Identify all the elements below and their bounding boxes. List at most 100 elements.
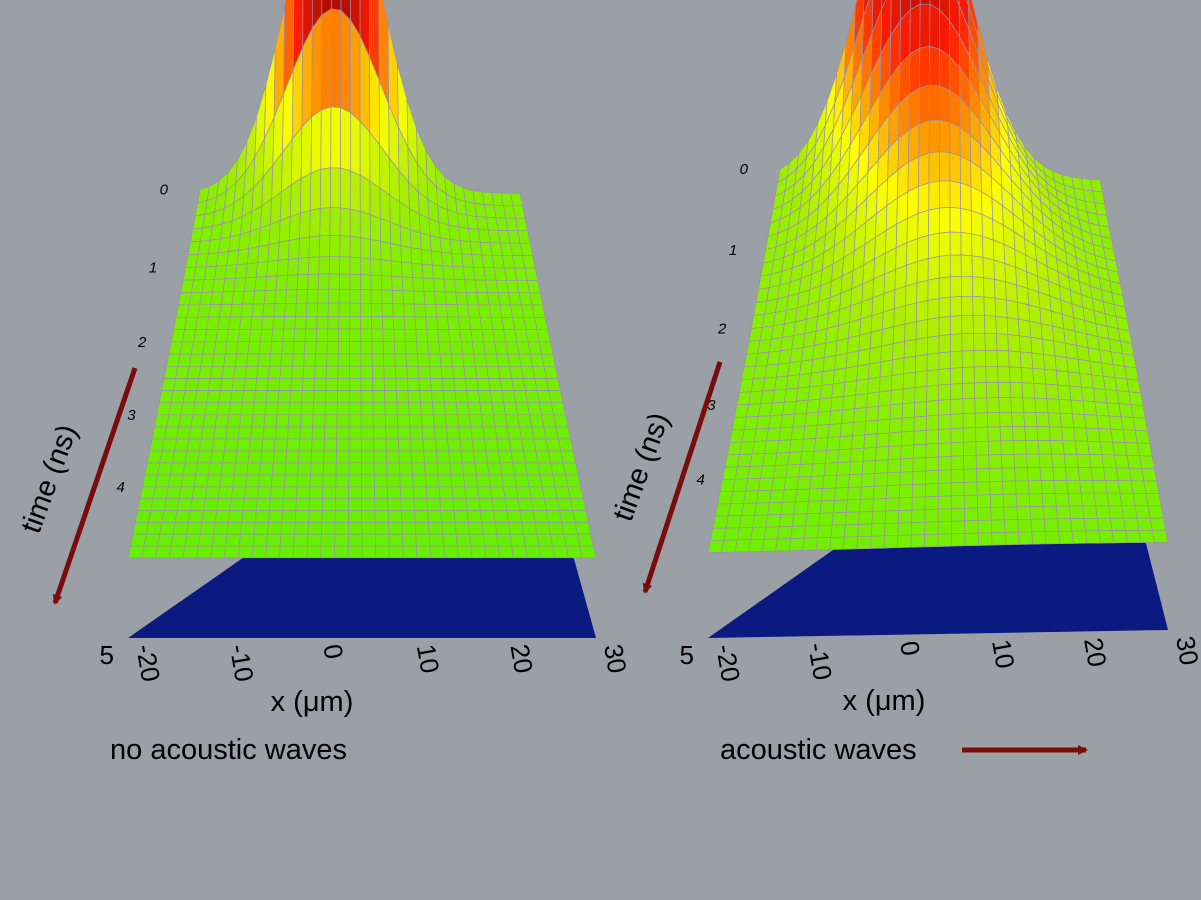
- surface-cell: [388, 545, 404, 559]
- surface-cell: [738, 514, 756, 529]
- surface-cell: [329, 207, 341, 236]
- surface-cell: [322, 474, 337, 488]
- surface-cell: [425, 486, 441, 500]
- surface-cell: [237, 545, 254, 559]
- surface-cell: [129, 533, 147, 547]
- surface-cell: [545, 378, 561, 391]
- surface-cell: [236, 248, 250, 266]
- surface-cell: [557, 438, 574, 452]
- surface-cell: [319, 207, 331, 237]
- surface-cell: [910, 521, 926, 536]
- surface-cell: [834, 352, 848, 371]
- surface-cell: [233, 365, 247, 379]
- surface-cell: [327, 315, 340, 330]
- surface-cell: [532, 510, 549, 523]
- surface-cell: [1037, 440, 1052, 455]
- surface-cell: [491, 498, 508, 511]
- surface-cell: [302, 378, 315, 391]
- surface-cell: [419, 390, 433, 404]
- surface-cell: [216, 498, 232, 511]
- surface-cell: [938, 254, 951, 279]
- surface-cell: [994, 278, 1007, 301]
- surface-cell: [919, 3, 931, 49]
- surface-cell: [858, 331, 872, 352]
- surface-cell: [231, 290, 245, 305]
- surface-cell: [223, 353, 237, 367]
- surface-cell: [807, 385, 822, 401]
- surface-cell: [227, 414, 242, 428]
- surface-cell: [197, 450, 213, 464]
- surface-cell: [224, 545, 240, 559]
- surface-cell: [919, 0, 931, 5]
- surface-cell: [526, 474, 543, 488]
- surface-cell: [1000, 453, 1015, 469]
- surface-cell: [246, 246, 260, 265]
- surface-cell: [266, 378, 281, 391]
- surface-cell: [1083, 517, 1100, 532]
- surface-cell: [803, 525, 820, 539]
- surface-cell: [524, 267, 539, 281]
- surface-cell: [1098, 530, 1115, 544]
- surface-cell: [1081, 386, 1096, 403]
- surface-cell: [361, 510, 376, 523]
- surface-cell: [1125, 530, 1142, 544]
- surface-cell: [985, 382, 1000, 399]
- surface-cell: [996, 350, 1010, 368]
- surface-cell: [225, 426, 240, 440]
- surface-cell: [977, 519, 992, 534]
- surface-cell: [293, 328, 307, 342]
- surface-cell: [334, 545, 349, 559]
- surface-cell: [441, 378, 456, 391]
- surface-cell: [283, 474, 299, 488]
- surface-cell: [868, 345, 882, 365]
- surface-cell: [482, 426, 498, 440]
- surface-cell: [465, 498, 481, 511]
- surface-cell: [824, 449, 840, 464]
- surface-cell: [403, 316, 417, 330]
- surface-cell: [937, 482, 952, 497]
- surface-cell: [203, 498, 219, 511]
- surface-cell: [915, 318, 929, 340]
- surface-cell: [1088, 454, 1104, 469]
- surface-cell: [292, 341, 306, 355]
- surface-cell: [1046, 398, 1061, 414]
- x-tick-labels: -20 -10 0 10 20 30: [710, 634, 1201, 684]
- surface-cell: [324, 414, 338, 428]
- x-tick-label: 10: [411, 642, 446, 676]
- surface-cell: [901, 416, 915, 433]
- surface-cell: [390, 260, 403, 278]
- surface-cell: [258, 223, 271, 248]
- surface-cell: [300, 116, 312, 179]
- surface-cell: [538, 545, 556, 559]
- surface-cell: [313, 378, 327, 391]
- surface-cell: [1007, 334, 1021, 353]
- surface-cell: [501, 390, 517, 404]
- surface-cell: [950, 441, 964, 457]
- surface-cell: [911, 509, 926, 523]
- surface-cell: [210, 545, 227, 559]
- surface-cell: [439, 237, 452, 254]
- surface-cell: [1001, 467, 1016, 482]
- surface-cell: [263, 289, 277, 305]
- surface-cell: [553, 414, 569, 428]
- surface-cell: [879, 375, 893, 393]
- surface-cell: [925, 443, 939, 458]
- surface-cell: [416, 545, 432, 559]
- surface-cell: [266, 260, 279, 277]
- surface-cell: [265, 545, 281, 559]
- surface-cell: [997, 366, 1011, 383]
- surface-cell: [924, 533, 939, 548]
- surface-cell: [483, 341, 497, 355]
- x-tick-label: 10: [986, 637, 1021, 671]
- surface-cell: [971, 233, 984, 258]
- surface-cell: [386, 462, 401, 476]
- surface-cell: [338, 328, 351, 342]
- surface-cell: [297, 462, 312, 476]
- surface-cell: [161, 510, 178, 523]
- surface-cell: [360, 289, 372, 304]
- surface-cell: [309, 474, 324, 488]
- surface-cell: [441, 251, 454, 267]
- surface-cell: [1057, 384, 1072, 401]
- surface-cell: [842, 394, 856, 411]
- surface-cell: [503, 402, 518, 416]
